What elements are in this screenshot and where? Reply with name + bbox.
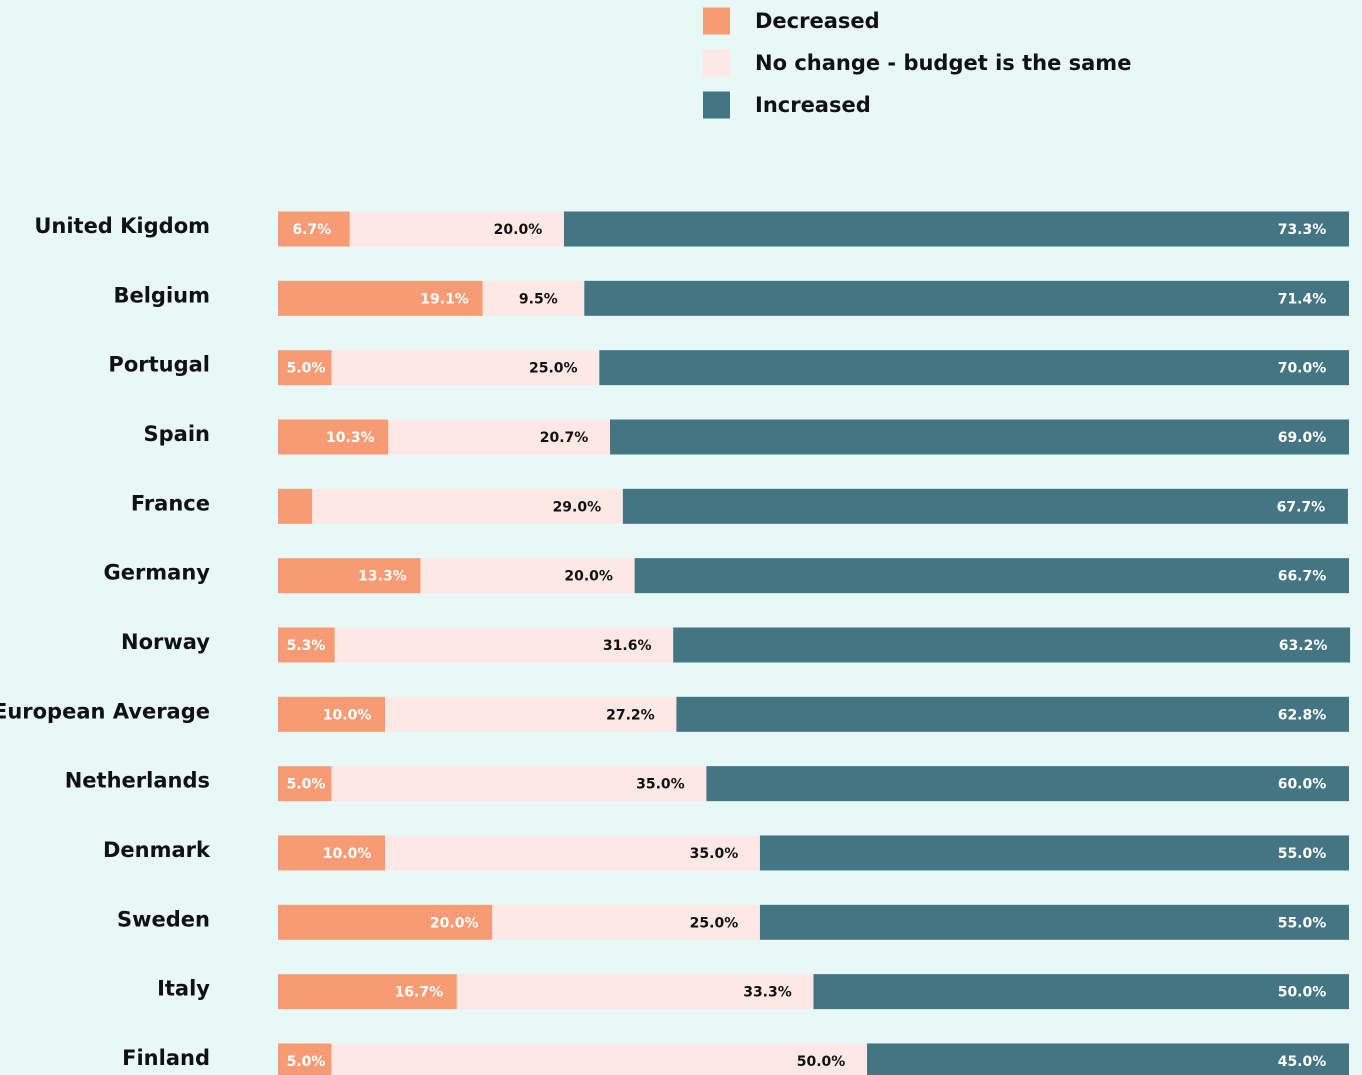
legend-label: Increased <box>755 93 871 117</box>
category-label: France <box>131 491 210 515</box>
bar-segment <box>278 350 332 386</box>
bar-segment <box>278 835 386 871</box>
category-label: United Kigdom <box>34 214 210 238</box>
value-label: 73.3% <box>1278 222 1327 238</box>
bar-segment <box>278 419 389 455</box>
value-label: 20.0% <box>430 915 479 931</box>
legend-swatch <box>703 91 730 119</box>
bar-segment <box>385 696 677 732</box>
bar-segment <box>584 280 1349 316</box>
value-label: 62.8% <box>1278 707 1327 723</box>
value-label: 5.0% <box>287 1054 326 1070</box>
bar-segment <box>813 974 1349 1010</box>
bar-segment <box>622 488 1348 524</box>
category-label: Germany <box>103 561 210 585</box>
bar-segment <box>331 1043 868 1075</box>
value-label: 16.7% <box>395 985 444 1001</box>
value-label: 27.2% <box>606 707 655 723</box>
value-label: 6.7% <box>292 222 331 238</box>
value-label: 20.7% <box>540 430 589 446</box>
bar-segment <box>312 488 623 524</box>
value-label: 70.0% <box>1278 361 1327 377</box>
category-label: Portugal <box>108 353 210 377</box>
value-label: 33.3% <box>743 985 792 1001</box>
value-label: 20.0% <box>564 569 613 585</box>
value-label: 10.3% <box>326 430 375 446</box>
category-label: Finland <box>122 1046 210 1070</box>
bar-segment <box>278 974 457 1010</box>
category-label: Spain <box>144 422 210 446</box>
bar-segment <box>676 696 1349 732</box>
value-label: 69.0% <box>1278 430 1327 446</box>
bar-segment <box>278 627 335 663</box>
value-label: 19.1% <box>420 291 469 307</box>
bar-segment <box>492 904 760 940</box>
value-label: 25.0% <box>690 915 739 931</box>
bar-segment <box>599 350 1349 386</box>
legend-label: No change - budget is the same <box>755 51 1131 75</box>
bar-segment <box>349 211 564 247</box>
value-label: 31.6% <box>603 638 652 654</box>
value-label: 45.0% <box>1278 1054 1327 1070</box>
category-label: Italy <box>157 977 210 1001</box>
category-label: Belgium <box>113 283 210 307</box>
value-label: 5.0% <box>287 361 326 377</box>
legend-label: Decreased <box>755 9 880 33</box>
value-label: 20.0% <box>494 222 543 238</box>
bar-segment <box>563 211 1349 247</box>
bar-segment <box>278 280 483 316</box>
bar-segment <box>278 211 350 247</box>
bar-segment <box>420 558 635 594</box>
bar-segment <box>278 1043 332 1075</box>
value-label: 55.0% <box>1278 915 1327 931</box>
bar-segment <box>385 835 760 871</box>
value-label: 5.3% <box>287 638 326 654</box>
value-label: 66.7% <box>1278 569 1327 585</box>
value-label: 9.5% <box>519 291 558 307</box>
category-label: Netherlands <box>65 769 210 793</box>
bar-segment <box>759 835 1349 871</box>
bar-segment <box>482 280 585 316</box>
bar-segment <box>331 766 707 802</box>
value-label: 67.7% <box>1277 499 1326 515</box>
value-label: 50.0% <box>797 1054 846 1070</box>
bar-segment <box>334 627 674 663</box>
category-label: Norway <box>121 630 210 654</box>
value-label: 25.0% <box>529 361 578 377</box>
bar-segment <box>278 904 493 940</box>
category-label: Denmark <box>103 838 211 862</box>
value-label: 5.0% <box>287 777 326 793</box>
value-label: 29.0% <box>553 499 602 515</box>
legend-swatch <box>703 7 730 35</box>
bar-segment <box>278 766 332 802</box>
bar-segment <box>706 766 1349 802</box>
value-label: 71.4% <box>1278 291 1327 307</box>
value-label: 63.2% <box>1279 638 1328 654</box>
category-label: Sweden <box>117 907 210 931</box>
value-label: 35.0% <box>636 777 685 793</box>
bar-segment <box>278 488 313 524</box>
value-label: 10.0% <box>323 846 372 862</box>
value-label: 10.0% <box>323 707 372 723</box>
value-label: 60.0% <box>1278 777 1327 793</box>
bar-segment <box>456 974 814 1010</box>
bar-segment <box>388 419 611 455</box>
value-label: 50.0% <box>1278 985 1327 1001</box>
bar-segment <box>610 419 1349 455</box>
value-label: 13.3% <box>358 569 407 585</box>
category-label: European Average <box>0 699 210 723</box>
bar-segment <box>331 350 600 386</box>
bar-segment <box>673 627 1351 663</box>
value-label: 55.0% <box>1278 846 1327 862</box>
bar-segment <box>278 558 421 594</box>
value-label: 35.0% <box>690 846 739 862</box>
legend-swatch <box>703 49 730 77</box>
bar-segment <box>867 1043 1349 1075</box>
bar-segment <box>759 904 1349 940</box>
bar-segment <box>278 696 386 732</box>
bar-segment <box>634 558 1349 594</box>
